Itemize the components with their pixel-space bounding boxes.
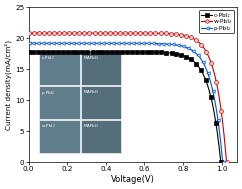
Bar	[81, 86, 121, 119]
Text: c-PbI$_2$: c-PbI$_2$	[41, 55, 55, 62]
Text: w-PbI$_2$: w-PbI$_2$	[41, 123, 56, 130]
Legend: c-PbI₂, w-PbI₂, p-PbI₂: c-PbI₂, w-PbI₂, p-PbI₂	[199, 10, 234, 33]
Bar	[39, 51, 80, 85]
Bar	[81, 120, 121, 153]
X-axis label: Voltage(V): Voltage(V)	[111, 175, 155, 184]
Bar	[39, 120, 80, 153]
Bar	[39, 86, 80, 119]
Y-axis label: Current density(mA/cm²): Current density(mA/cm²)	[5, 40, 12, 130]
Text: MAPbI$_3$: MAPbI$_3$	[83, 55, 99, 62]
Text: MAPbI$_3$: MAPbI$_3$	[83, 123, 99, 130]
Text: p-PbI$_2$: p-PbI$_2$	[41, 89, 55, 97]
Bar	[81, 51, 121, 85]
Text: MAPbI$_3$: MAPbI$_3$	[83, 89, 99, 96]
